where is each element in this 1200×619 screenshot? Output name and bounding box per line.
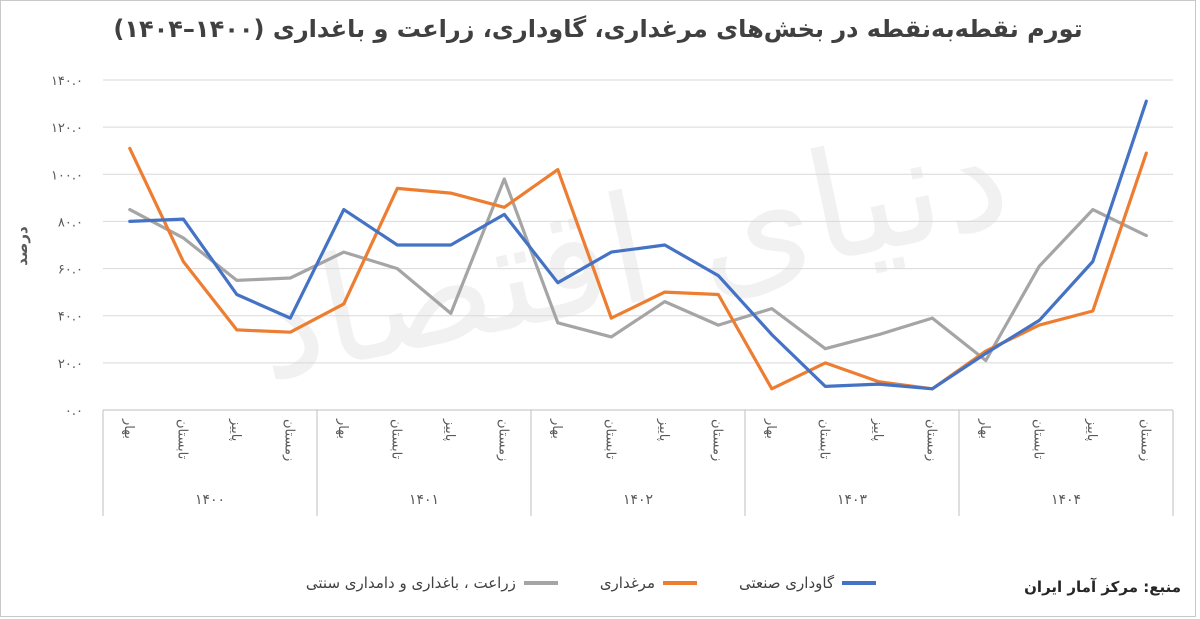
x-tick-label: پاییز (442, 418, 457, 442)
legend-swatch-gray (523, 581, 558, 585)
y-tick-label: ۴۰.۰ (58, 310, 83, 325)
x-tick-label: بهار (549, 418, 564, 439)
legend-item-agriculture: زراعت ، باغداری و دامداری سنتی (306, 574, 558, 592)
chart-title: تورم نقطه‌به‌نقطه در بخش‌های مرغداری، گا… (113, 15, 1083, 43)
x-tick-label: تابستان (174, 419, 189, 460)
x-tick-label: پاییز (1084, 418, 1099, 442)
x-tick-label: پاییز (870, 418, 885, 442)
legend: گاوداری صنعتی مرغداری زراعت ، باغداری و … (241, 574, 941, 592)
x-tick-label: زمستان (495, 419, 510, 461)
x-tick-label: پاییز (656, 418, 671, 442)
x-tick-label: پاییز (228, 418, 243, 442)
x-tick-label: زمستان (281, 419, 296, 461)
series-line (128, 99, 1148, 391)
group-year-label: ۱۴۰۴ (1051, 492, 1081, 508)
legend-swatch-blue (842, 581, 877, 585)
y-tick-label: ۱۰۰.۰ (51, 168, 83, 183)
legend-label: مرغداری (599, 574, 655, 592)
legend-label: زراعت ، باغداری و دامداری سنتی (305, 574, 516, 592)
x-tick-label: بهار (121, 418, 136, 439)
legend-item-poultry: مرغداری (600, 574, 697, 592)
y-tick-label: ۱۲۰.۰ (51, 121, 83, 136)
y-tick-label: ۱۴۰.۰ (51, 74, 83, 89)
legend-label: گاوداری صنعتی (739, 574, 835, 592)
series-line (128, 177, 1148, 363)
x-tick-label: تابستان (1030, 419, 1045, 460)
y-tick-label: ۸۰.۰ (58, 215, 83, 230)
group-year-label: ۱۴۰۰ (195, 492, 225, 508)
group-year-label: ۱۴۰۱ (409, 492, 439, 508)
group-year-label: ۱۴۰۲ (623, 492, 653, 508)
x-tick-label: بهار (977, 418, 992, 439)
x-tick-label: زمستان (709, 419, 724, 461)
legend-swatch-orange (663, 581, 697, 585)
x-tick-label: بهار (335, 418, 350, 439)
x-tick-label: زمستان (1137, 419, 1152, 461)
source-note: منبع: مرکز آمار ایران (1024, 578, 1181, 596)
group-year-label: ۱۴۰۳ (837, 492, 868, 508)
x-tick-label: تابستان (602, 419, 617, 460)
y-tick-label: ۰.۰ (65, 404, 83, 419)
y-axis-label: درصد (13, 226, 31, 266)
legend-item-industrial-cattle: گاوداری صنعتی (739, 574, 877, 592)
x-tick-label: بهار (763, 418, 778, 439)
x-tick-label: تابستان (388, 419, 403, 460)
y-tick-label: ۶۰.۰ (58, 263, 83, 278)
y-tick-label: ۲۰.۰ (58, 357, 83, 372)
x-tick-label: تابستان (816, 419, 831, 460)
x-tick-label: زمستان (923, 419, 938, 461)
